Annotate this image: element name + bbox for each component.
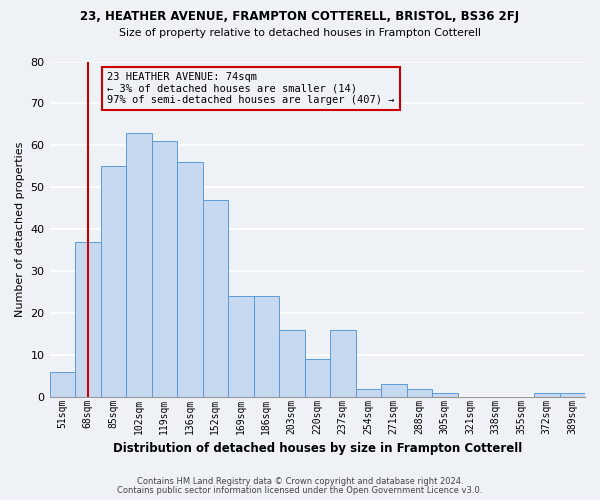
Bar	[126, 133, 152, 397]
Bar	[560, 393, 585, 397]
Text: Contains public sector information licensed under the Open Government Licence v3: Contains public sector information licen…	[118, 486, 482, 495]
Bar	[381, 384, 407, 397]
Text: 23 HEATHER AVENUE: 74sqm
← 3% of detached houses are smaller (14)
97% of semi-de: 23 HEATHER AVENUE: 74sqm ← 3% of detache…	[107, 72, 394, 105]
Bar	[279, 330, 305, 397]
Bar	[101, 166, 126, 397]
Bar	[254, 296, 279, 397]
Text: Size of property relative to detached houses in Frampton Cotterell: Size of property relative to detached ho…	[119, 28, 481, 38]
Bar	[203, 200, 228, 397]
Bar	[330, 330, 356, 397]
Y-axis label: Number of detached properties: Number of detached properties	[15, 142, 25, 317]
Bar	[534, 393, 560, 397]
Bar	[152, 141, 177, 397]
X-axis label: Distribution of detached houses by size in Frampton Cotterell: Distribution of detached houses by size …	[113, 442, 522, 455]
Bar	[75, 242, 101, 397]
Text: Contains HM Land Registry data © Crown copyright and database right 2024.: Contains HM Land Registry data © Crown c…	[137, 477, 463, 486]
Bar	[305, 360, 330, 397]
Bar	[432, 393, 458, 397]
Bar	[356, 388, 381, 397]
Bar	[407, 388, 432, 397]
Bar	[177, 162, 203, 397]
Bar	[228, 296, 254, 397]
Bar	[50, 372, 75, 397]
Text: 23, HEATHER AVENUE, FRAMPTON COTTERELL, BRISTOL, BS36 2FJ: 23, HEATHER AVENUE, FRAMPTON COTTERELL, …	[80, 10, 520, 23]
